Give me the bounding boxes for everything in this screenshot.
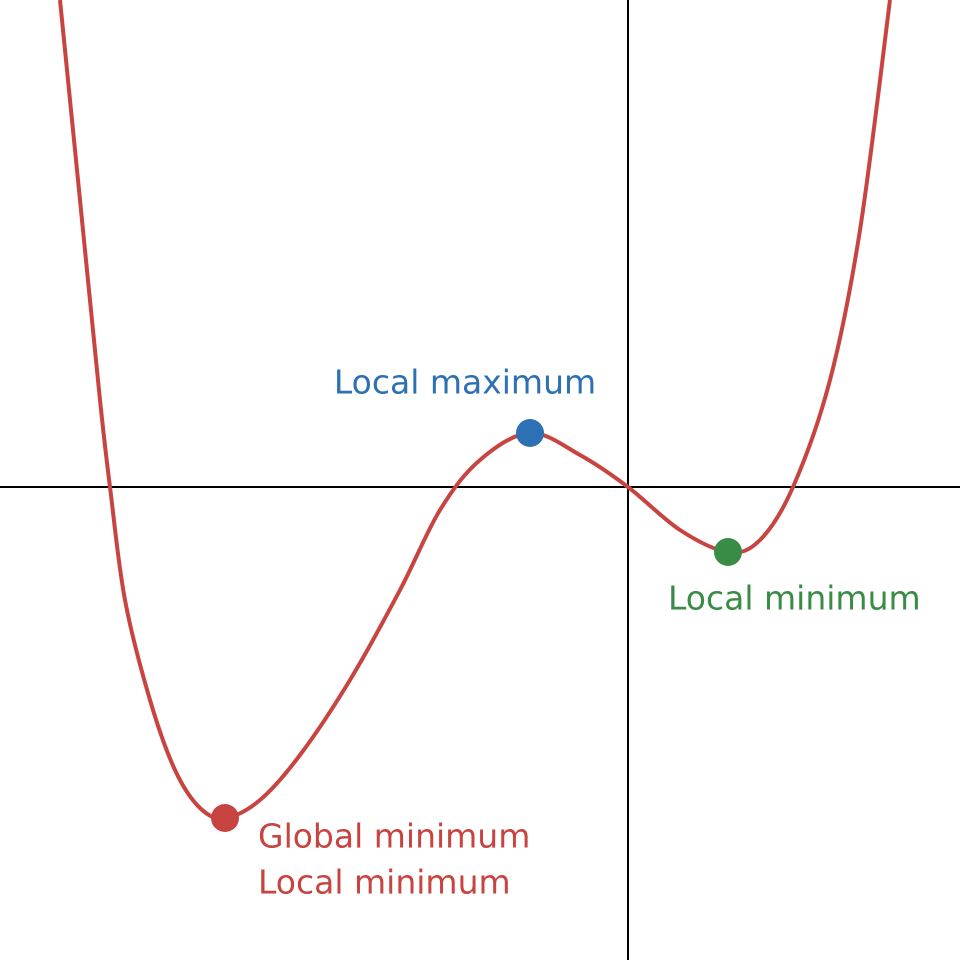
function-curve xyxy=(58,0,892,821)
point-label: Local minimum xyxy=(258,863,511,902)
critical-point xyxy=(211,804,239,832)
critical-point xyxy=(714,538,742,566)
critical-point xyxy=(516,419,544,447)
point-label: Global minimum xyxy=(258,817,530,856)
point-label: Local maximum xyxy=(334,363,596,402)
point-label: Local minimum xyxy=(668,579,921,618)
